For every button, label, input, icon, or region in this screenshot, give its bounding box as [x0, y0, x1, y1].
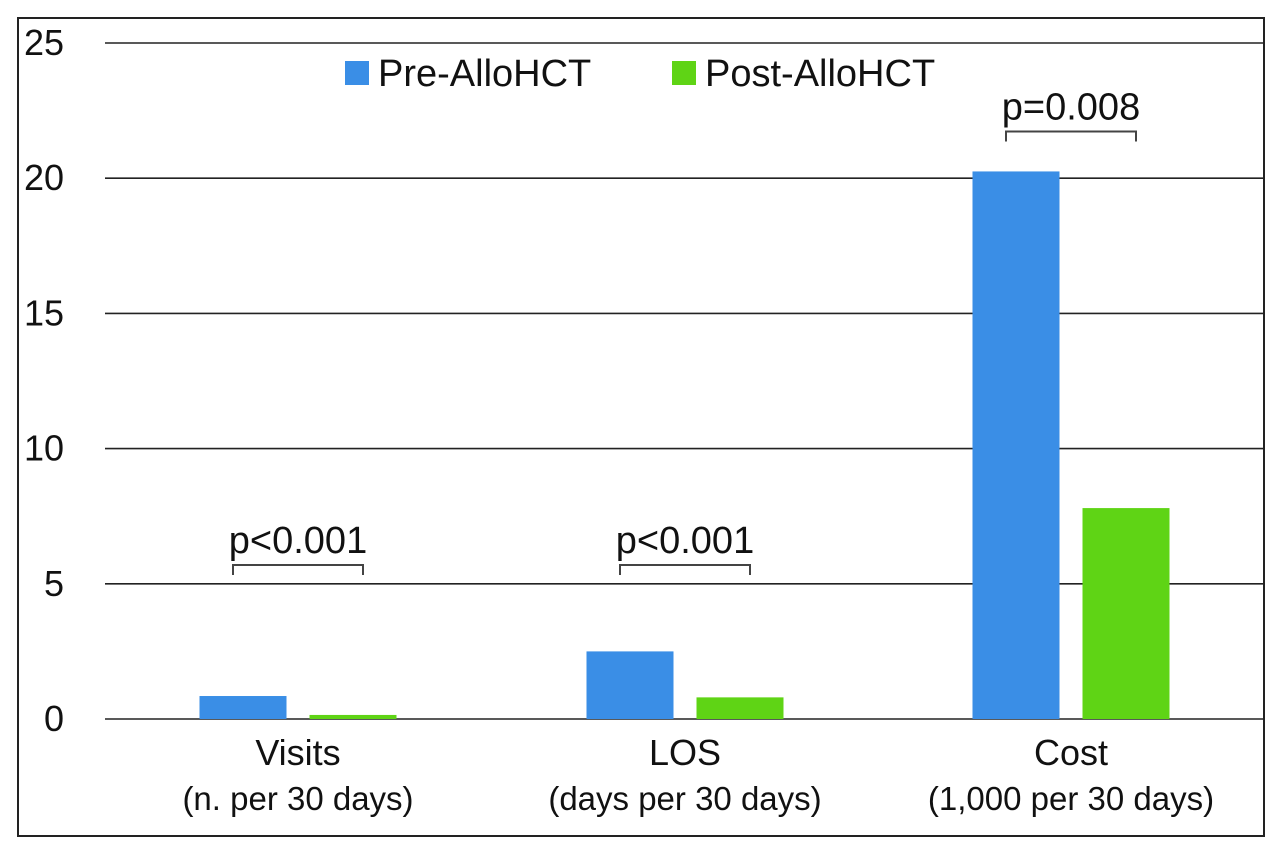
x-category-label: LOS: [649, 732, 721, 773]
y-axis-ticks: 0 5 10 15 20 25: [24, 22, 64, 739]
p-value-label: p<0.001: [229, 520, 367, 562]
bar-pre-allohct-cost: [972, 171, 1060, 719]
x-category-sublabel: (1,000 per 30 days): [928, 780, 1214, 817]
legend-label: Post-AlloHCT: [705, 53, 935, 95]
y-tick-label: 15: [24, 292, 64, 333]
y-tick-label: 25: [24, 22, 64, 63]
legend-swatch: [672, 61, 696, 85]
bar-pre-allohct-los: [586, 651, 674, 719]
x-category-sublabel: (n. per 30 days): [182, 780, 413, 817]
bars: [199, 171, 1170, 719]
bar-post-allohct-cost: [1082, 508, 1170, 719]
y-tick-label: 5: [44, 563, 64, 604]
x-category-label: Visits: [255, 732, 340, 773]
bar-pre-allohct-visits: [199, 696, 287, 719]
y-tick-label: 10: [24, 428, 64, 469]
x-category-sublabel: (days per 30 days): [548, 780, 821, 817]
p-value-label: p=0.008: [1002, 86, 1140, 128]
legend-label: Pre-AlloHCT: [378, 53, 591, 95]
bar-post-allohct-los: [696, 697, 784, 719]
legend: Pre-AlloHCT Post-AlloHCT: [345, 53, 935, 95]
x-axis-labels: Visits (n. per 30 days) LOS (days per 30 da…: [182, 732, 1214, 817]
significance-bracket: [232, 564, 364, 575]
significance-bracket: [1005, 130, 1137, 142]
grid-lines: [105, 42, 1264, 720]
y-tick-label: 0: [44, 698, 64, 739]
y-tick-label: 20: [24, 157, 64, 198]
x-category-label: Cost: [1034, 732, 1108, 773]
significance-bracket: [619, 564, 751, 575]
bar-post-allohct-visits: [309, 714, 397, 719]
p-value-label: p<0.001: [616, 520, 754, 562]
legend-swatch: [345, 61, 369, 85]
annotations: p<0.001 p<0.001 p=0.008: [229, 86, 1140, 575]
